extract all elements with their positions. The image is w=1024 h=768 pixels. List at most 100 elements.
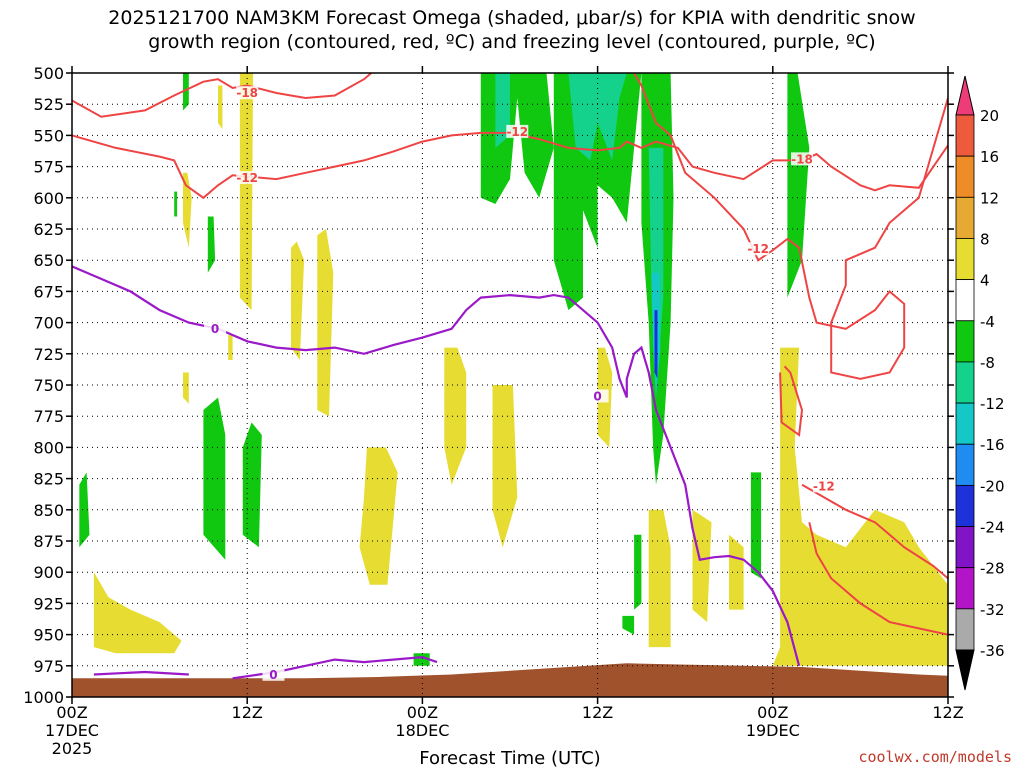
colorbar-label-5: -4 <box>980 313 995 331</box>
y-tick-label-20: 1000 <box>23 688 64 707</box>
contour-label-5: -12 <box>813 479 835 493</box>
y-tick-label-16: 900 <box>33 563 64 582</box>
contour-label-bg-4 <box>747 242 770 256</box>
colorbar-band-4 <box>955 238 975 281</box>
x-tick-label-0: 00Z <box>56 703 87 722</box>
y-tick-label-4: 600 <box>33 189 64 208</box>
omega-area-15 <box>750 472 762 579</box>
x-tick-sublabel-2: 18DEC <box>395 721 449 740</box>
y-tick-label-18: 950 <box>33 626 64 645</box>
x-tick-label-4: 00Z <box>757 703 788 722</box>
freezing-contour-1 <box>93 670 189 676</box>
y-tick-label-11: 775 <box>33 407 64 426</box>
omega-area-27 <box>772 347 948 666</box>
colorbar-band-2 <box>955 155 975 198</box>
contour-label-bg-0 <box>236 86 259 100</box>
omega-area-7 <box>654 310 658 379</box>
omega-area-28 <box>93 572 182 654</box>
colorbar-band-12 <box>955 567 975 610</box>
colorbar-band-3 <box>955 196 975 239</box>
contour-label-bg-8 <box>262 667 285 681</box>
omega-area-17 <box>622 615 635 635</box>
colorbar: 20 16 12 8 4 -4 -8 -12 -16 -20 -24 -28 -32 -36 <box>955 75 1005 691</box>
omega-area-26 <box>729 534 744 610</box>
colorbar-label-12: -32 <box>980 601 1005 619</box>
x-tick-label-5: 12Z <box>932 703 963 722</box>
colorbar-label-4: 4 <box>980 272 990 290</box>
omega-area-24 <box>648 509 671 648</box>
colorbar-label-0: 20 <box>980 107 999 125</box>
colorbar-label-3: 8 <box>980 230 990 248</box>
y-tick-label-10: 750 <box>33 376 64 395</box>
omega-area-11 <box>79 472 90 548</box>
colorbar-top-arrow <box>955 75 975 116</box>
y-tick-label-1: 525 <box>33 95 64 114</box>
x-axis-label: Forecast Time (UTC) <box>419 748 600 768</box>
colorbar-band-1 <box>955 114 975 157</box>
y-tick-label-13: 825 <box>33 470 64 489</box>
omega-area-14 <box>174 191 178 217</box>
ground-area <box>72 663 948 697</box>
x-tick-label-2: 00Z <box>407 703 438 722</box>
omega-area-30 <box>317 229 334 417</box>
y-tick-label-14: 850 <box>33 501 64 520</box>
contour-label-bg-6 <box>204 322 227 336</box>
contour-label-7: 0 <box>593 389 601 403</box>
colorbar-band-7 <box>955 361 975 404</box>
colorbar-label-2: 12 <box>980 189 999 207</box>
omega-area-22 <box>492 385 518 548</box>
x-tick-label-3: 12Z <box>582 703 613 722</box>
freezing-contour-0 <box>72 265 801 667</box>
colorbar-label-8: -16 <box>980 436 1005 454</box>
colorbar-band-5 <box>955 279 975 322</box>
omega-area-19 <box>239 73 253 311</box>
omega-area-33 <box>183 372 189 404</box>
contour-label-2: -12 <box>506 125 528 139</box>
x-tick-year-0: 2025 <box>52 739 93 758</box>
colorbar-band-9 <box>955 443 975 486</box>
omega-area-25 <box>692 509 712 623</box>
y-tick-label-9: 725 <box>33 345 64 364</box>
dgz-contour-4 <box>801 483 948 580</box>
contour-label-bg-7 <box>586 389 609 403</box>
colorbar-label-13: -36 <box>980 642 1005 660</box>
omega-area-34 <box>228 335 233 360</box>
colorbar-band-13 <box>955 608 975 651</box>
chart-title-line1: 2025121700 NAM3KM Forecast Omega (shaded… <box>108 7 915 29</box>
contour-label-1: -12 <box>236 171 258 185</box>
y-tick-label-12: 800 <box>33 438 64 457</box>
colorbar-band-11 <box>955 526 975 569</box>
y-tick-label-0: 500 <box>33 64 64 83</box>
omega-area-1 <box>568 73 627 161</box>
y-tick-label-15: 875 <box>33 532 64 551</box>
y-tick-label-6: 650 <box>33 251 64 270</box>
contour-label-4: -12 <box>747 242 769 256</box>
y-tick-label-3: 575 <box>33 158 64 177</box>
colorbar-band-6 <box>955 320 975 363</box>
omega-area-8 <box>787 73 810 298</box>
omega-area-21 <box>444 347 467 485</box>
dgz-contour-1 <box>72 131 948 200</box>
colorbar-label-10: -24 <box>980 519 1005 537</box>
colorbar-label-1: 16 <box>980 148 999 166</box>
contour-label-6: 0 <box>211 322 219 336</box>
contour-label-8: 0 <box>269 668 277 682</box>
colorbar-band-10 <box>955 484 975 527</box>
colorbar-label-9: -20 <box>980 477 1005 495</box>
contour-label-0: -18 <box>236 86 258 100</box>
chart-title-line2: growth region (contoured, red, ºC) and f… <box>148 31 875 53</box>
dgz-contour-5 <box>808 522 948 636</box>
contour-label-3: -18 <box>791 152 813 166</box>
plot-area: -18 -12 -12 -18 -12 -12 0 0 0 500 525 550 575 600 625 6… <box>23 64 963 758</box>
dgz-contour-0 <box>72 73 372 118</box>
credit-text: coolwx.com/models <box>858 748 1012 766</box>
y-tick-label-17: 925 <box>33 594 64 613</box>
y-tick-label-19: 975 <box>33 657 64 676</box>
plot-inner: -18 -12 -12 -18 -12 -12 0 0 0 <box>72 73 948 697</box>
omega-area-9 <box>203 397 226 560</box>
y-tick-label-7: 675 <box>33 282 64 301</box>
contour-label-bg-3 <box>791 152 813 166</box>
contour-label-bg-1 <box>236 171 259 185</box>
omega-area-31 <box>183 172 192 248</box>
